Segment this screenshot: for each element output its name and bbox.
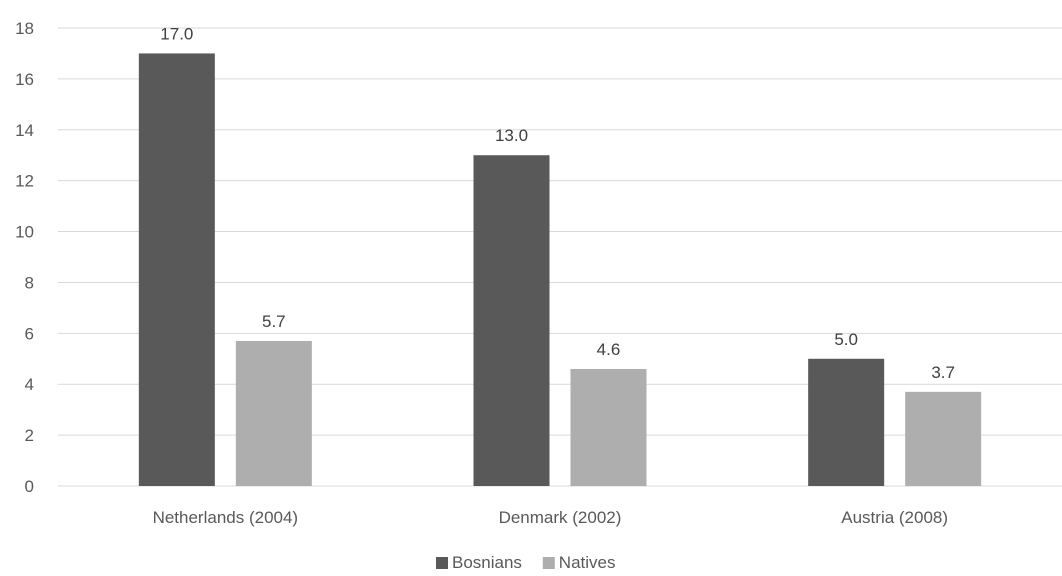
bar-bosnians-2: [808, 358, 885, 486]
x-category-label: Denmark (2002): [499, 508, 622, 527]
y-axis: 0 2 4 6 8 10 12 14 16 18: [15, 19, 34, 496]
y-tick-label: 4: [25, 375, 34, 394]
data-labels: 17.0 5.7 13.0 4.6 5.0 3.7: [160, 24, 955, 381]
y-tick-label: 14: [15, 121, 34, 140]
y-tick-label: 8: [25, 273, 34, 292]
bar-natives-0: [235, 340, 312, 486]
y-tick-label: 16: [15, 70, 34, 89]
data-label: 4.6: [597, 340, 621, 359]
legend-swatch-bosnians: [436, 557, 448, 569]
data-label: 3.7: [931, 363, 955, 382]
x-axis: Netherlands (2004) Denmark (2002) Austria …: [153, 508, 948, 527]
y-tick-label: 12: [15, 172, 34, 191]
x-category-label: Austria (2008): [841, 508, 948, 527]
y-tick-label: 10: [15, 223, 34, 242]
legend: Bosnians Natives: [436, 553, 615, 572]
data-label: 17.0: [160, 24, 193, 43]
data-label: 5.7: [262, 312, 286, 331]
legend-label-bosnians: Bosnians: [452, 553, 522, 572]
y-tick-label: 6: [25, 324, 34, 343]
bar-bosnians-0: [138, 53, 215, 486]
y-tick-label: 0: [25, 477, 34, 496]
y-tick-label: 2: [25, 426, 34, 445]
bar-bosnians-1: [473, 155, 550, 486]
y-tick-label: 18: [15, 19, 34, 38]
legend-swatch-natives: [542, 557, 555, 569]
x-category-label: Netherlands (2004): [153, 508, 299, 527]
data-label: 5.0: [834, 330, 858, 349]
bars: [138, 53, 982, 486]
data-label: 13.0: [495, 126, 528, 145]
legend-label-natives: Natives: [559, 553, 616, 572]
bar-natives-1: [570, 368, 647, 486]
gridlines: [58, 27, 1062, 487]
bar-natives-2: [905, 391, 982, 486]
